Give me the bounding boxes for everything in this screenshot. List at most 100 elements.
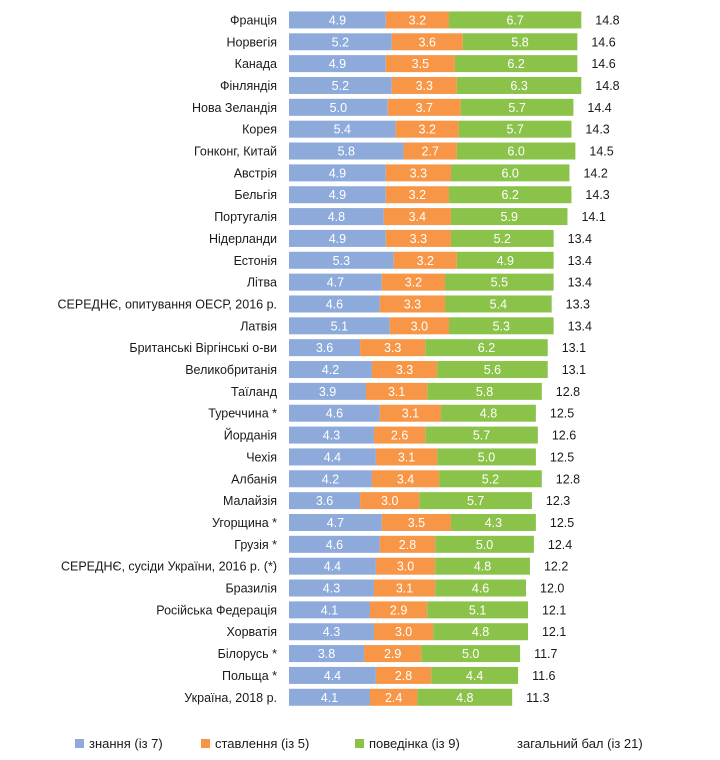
total-label: 12.1 [542,625,566,639]
legend-item-behavior: поведінка (із 9) [355,736,460,751]
category-label: Естонія [234,254,277,268]
bar-segment-knowledge [289,623,374,641]
category-label: Латвія [240,319,277,333]
bar-segment-knowledge [289,645,365,663]
data-label-knowledge: 5.4 [334,123,351,137]
data-label-behavior: 5.6 [484,363,501,377]
data-label-knowledge: 4.6 [326,407,343,421]
bar-segment-behavior [441,404,536,422]
data-label-attitude: 3.4 [409,210,426,224]
data-label-knowledge: 3.9 [319,385,336,399]
category-label: Британські Віргінські о-ви [129,341,277,355]
bar-segment-behavior [425,339,548,357]
total-label: 11.6 [532,669,555,683]
data-label-attitude: 3.1 [398,450,415,464]
total-label: 13.4 [568,319,592,333]
data-label-behavior: 4.3 [485,516,502,530]
bar-segment-behavior [460,98,574,116]
data-label-attitude: 3.0 [411,319,428,333]
bar-segment-behavior [456,142,576,160]
data-label-behavior: 4.8 [480,407,497,421]
category-label: Йорданія [224,428,277,443]
bar-segment-attitude [385,55,455,73]
bar-segment-knowledge [289,382,367,400]
data-label-attitude: 3.2 [409,188,426,202]
data-label-attitude: 3.2 [405,276,422,290]
data-label-attitude: 3.0 [381,494,398,508]
data-label-attitude: 2.7 [422,145,439,159]
total-label: 14.5 [589,145,613,159]
bar-segment-knowledge [289,208,384,226]
data-label-behavior: 5.7 [506,123,523,137]
data-label-behavior: 4.6 [472,582,489,596]
total-label: 12.5 [550,407,574,421]
bar-segment-attitude [383,208,451,226]
category-label: Грузія * [234,538,277,552]
bar-segment-attitude [379,404,442,422]
data-label-knowledge: 4.9 [329,13,346,27]
bar-segment-behavior [450,164,570,182]
bar-segment-behavior [435,535,534,553]
bar-segment-attitude [375,666,432,684]
data-label-attitude: 3.1 [388,385,405,399]
data-label-knowledge: 4.4 [324,560,341,574]
total-label: 12.5 [550,516,574,530]
total-label: 11.3 [526,691,549,705]
total-label: 12.1 [542,603,566,617]
data-label-attitude: 3.0 [397,560,414,574]
data-label-behavior: 5.7 [508,101,525,115]
total-label: 14.1 [581,210,605,224]
category-label: Бразилія [225,582,277,596]
bar-segment-knowledge [289,492,361,510]
bar-segment-behavior [454,55,578,73]
data-label-knowledge: 5.0 [330,101,347,115]
data-label-attitude: 3.2 [419,123,436,137]
bar-segment-behavior [419,492,532,510]
data-label-knowledge: 4.2 [322,363,339,377]
data-label-behavior: 5.1 [469,603,486,617]
total-label: 12.4 [548,538,572,552]
total-label: 14.6 [591,57,615,71]
data-label-knowledge: 4.4 [324,669,341,683]
bar-segment-attitude [381,513,451,531]
bar-segment-attitude [385,11,449,29]
category-label: Австрія [234,166,277,180]
data-label-knowledge: 5.3 [333,254,350,268]
bar-segment-attitude [395,120,459,138]
data-label-attitude: 3.3 [396,363,413,377]
data-label-behavior: 6.2 [507,57,524,71]
data-label-knowledge: 4.2 [322,472,339,486]
bar-segment-behavior [427,601,528,619]
data-label-knowledge: 3.8 [318,647,335,661]
total-label: 13.1 [562,341,586,355]
data-label-attitude: 3.3 [416,79,433,93]
data-label-behavior: 6.0 [507,145,524,159]
data-label-behavior: 4.4 [466,669,483,683]
category-label: Малайзія [223,494,277,508]
total-label: 14.8 [595,79,619,93]
bar-segment-knowledge [289,33,392,51]
data-label-attitude: 3.2 [409,13,426,27]
legend: знання (із 7) ставлення (із 5) поведінка… [0,728,720,756]
bar-segment-behavior [458,120,572,138]
data-label-attitude: 3.2 [417,254,434,268]
legend-swatch-behavior [355,739,364,748]
data-label-attitude: 3.1 [396,582,413,596]
data-label-behavior: 5.5 [491,276,508,290]
data-label-behavior: 4.8 [472,625,489,639]
bar-segment-knowledge [289,513,382,531]
bar-segment-attitude [385,186,449,204]
data-label-behavior: 5.3 [493,319,510,333]
bar-segment-attitude [373,579,436,597]
bar-segment-knowledge [289,579,374,597]
bar-segment-behavior [431,666,519,684]
data-label-behavior: 5.2 [494,232,511,246]
bar-segment-knowledge [289,404,380,422]
bar-segment-behavior [456,251,554,269]
category-label: Російська Федерація [156,603,277,617]
bar-segment-knowledge [289,76,392,94]
bar-segment-knowledge [289,273,382,291]
bar-segment-knowledge [289,229,386,247]
bar-segment-behavior [448,11,582,29]
category-label: Великобританія [185,363,277,377]
